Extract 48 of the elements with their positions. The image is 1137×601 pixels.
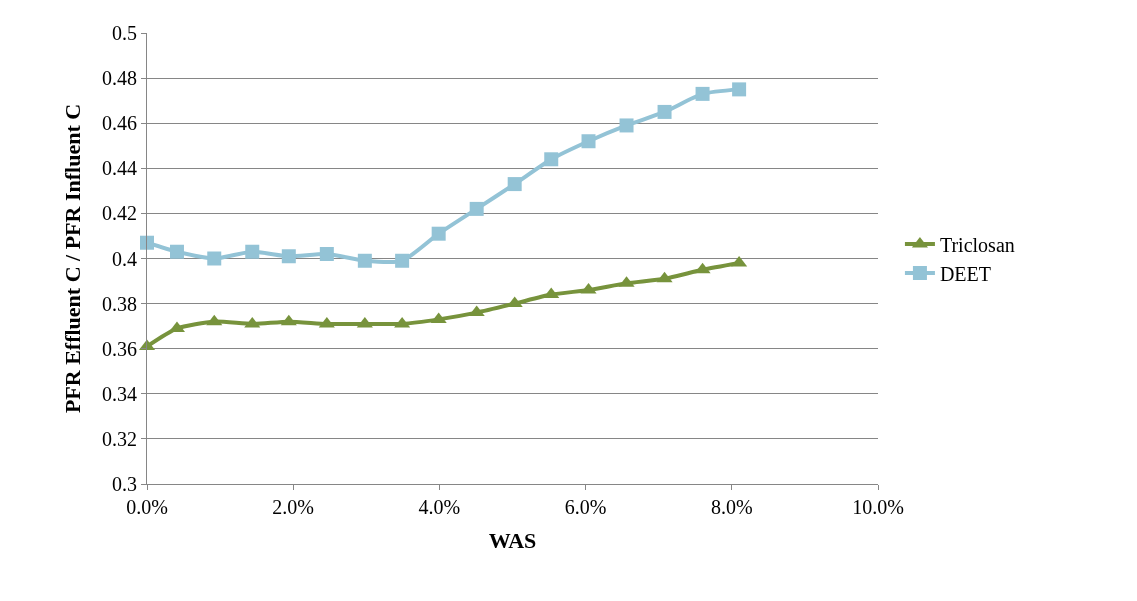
y-tick-label: 0.48 <box>102 67 137 90</box>
y-tick-label: 0.38 <box>102 292 137 315</box>
x-axis-title: WAS <box>488 527 537 553</box>
legend-label: DEET <box>939 262 992 285</box>
point <box>468 305 485 317</box>
y-tick-label: 0.3 <box>112 473 137 495</box>
point <box>207 251 222 266</box>
point <box>694 262 711 274</box>
x-tick-label: 10.0% <box>852 496 904 518</box>
x-tick-label: 0.0% <box>126 496 168 518</box>
legend-label: Triclosan <box>939 233 1015 256</box>
y-axis-title: PFR Effluent C / PFR Influent C <box>59 103 85 414</box>
point <box>206 314 223 326</box>
y-tick-label: 0.46 <box>102 112 137 135</box>
point <box>319 246 334 261</box>
y-tick-label: 0.32 <box>102 427 137 450</box>
point <box>732 82 747 97</box>
point <box>318 316 335 328</box>
point <box>245 244 260 259</box>
x-tick-label: 6.0% <box>564 496 607 518</box>
point <box>280 314 297 326</box>
point <box>657 104 672 119</box>
point <box>140 235 154 250</box>
point <box>244 316 261 328</box>
x-tick-label: 4.0% <box>418 496 461 518</box>
y-tick-label: 0.44 <box>102 157 137 180</box>
point <box>656 271 673 283</box>
point <box>394 316 411 328</box>
x-tick-label: 2.0% <box>272 496 315 518</box>
point <box>169 244 184 259</box>
y-tick-label: 0.42 <box>102 202 137 225</box>
point <box>581 134 596 149</box>
x-tick-label: 8.0% <box>710 496 753 518</box>
point <box>543 287 560 299</box>
y-tick-label: 0.4 <box>112 247 137 270</box>
point <box>469 201 484 216</box>
point <box>357 253 372 268</box>
point <box>356 316 373 328</box>
y-tick-label: 0.34 <box>102 382 137 405</box>
y-tick-label: 0.36 <box>102 337 137 360</box>
point <box>395 253 410 268</box>
point <box>507 177 522 192</box>
point <box>544 152 559 167</box>
point <box>695 86 710 101</box>
point <box>431 226 446 241</box>
point <box>619 118 634 133</box>
y-tick-label: 0.5 <box>112 22 137 44</box>
point <box>281 249 296 264</box>
